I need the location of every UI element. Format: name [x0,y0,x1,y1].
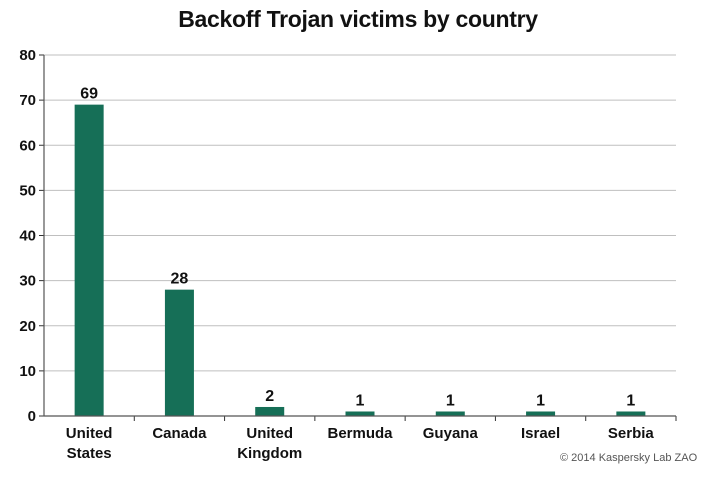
x-tick-label: Serbia [608,425,655,442]
y-tick-label: 10 [19,363,36,380]
x-tick-label-line: United [246,425,293,442]
data-label: 1 [356,392,365,409]
x-tick-label-line: United [66,425,113,442]
x-tick-label-line: States [67,445,112,462]
y-tick-label: 20 [19,318,36,335]
bar [616,411,646,416]
data-label: 1 [536,392,545,409]
y-tick-label: 50 [19,182,36,199]
data-label: 1 [626,392,635,409]
bar [74,104,104,416]
bar [526,411,556,416]
x-tick-label: Guyana [423,425,479,442]
x-tick-label-line: Serbia [608,425,655,442]
x-tick-label: United States [66,425,113,462]
bar [345,411,375,416]
y-tick-label: 40 [19,228,36,245]
data-label: 1 [446,392,455,409]
data-label: 2 [265,388,274,405]
y-tick-label: 80 [19,47,36,64]
x-tick-label: Israel [521,425,560,442]
x-axis-ticks: United States Canada United Kingdom Bermuda Gu… [66,416,677,462]
x-tick-label: United Kingdom [237,425,302,462]
bars [74,104,646,416]
data-labels: 69 28 2 1 1 1 1 [80,86,635,410]
y-axis-ticks: 0 10 20 30 40 50 60 70 80 [19,47,44,425]
bar [255,406,285,416]
bar [164,289,194,416]
y-tick-label: 60 [19,137,36,154]
bar [435,411,465,416]
x-tick-label-line: Israel [521,425,560,442]
x-tick-label-line: Canada [152,425,207,442]
x-tick-label-line: Guyana [423,425,479,442]
data-label: 69 [80,86,98,103]
chart-title: Backoff Trojan victims by country [178,6,538,32]
x-tick-label: Canada [152,425,207,442]
y-tick-label: 70 [19,92,36,109]
y-tick-label: 0 [28,408,36,425]
data-label: 28 [171,271,189,288]
gridlines [44,54,676,372]
x-tick-label-line: Kingdom [237,445,302,462]
x-tick-label: Bermuda [327,425,393,442]
copyright-note: © 2014 Kaspersky Lab ZAO [560,452,698,464]
y-tick-label: 30 [19,273,36,290]
x-tick-label-line: Bermuda [327,425,393,442]
